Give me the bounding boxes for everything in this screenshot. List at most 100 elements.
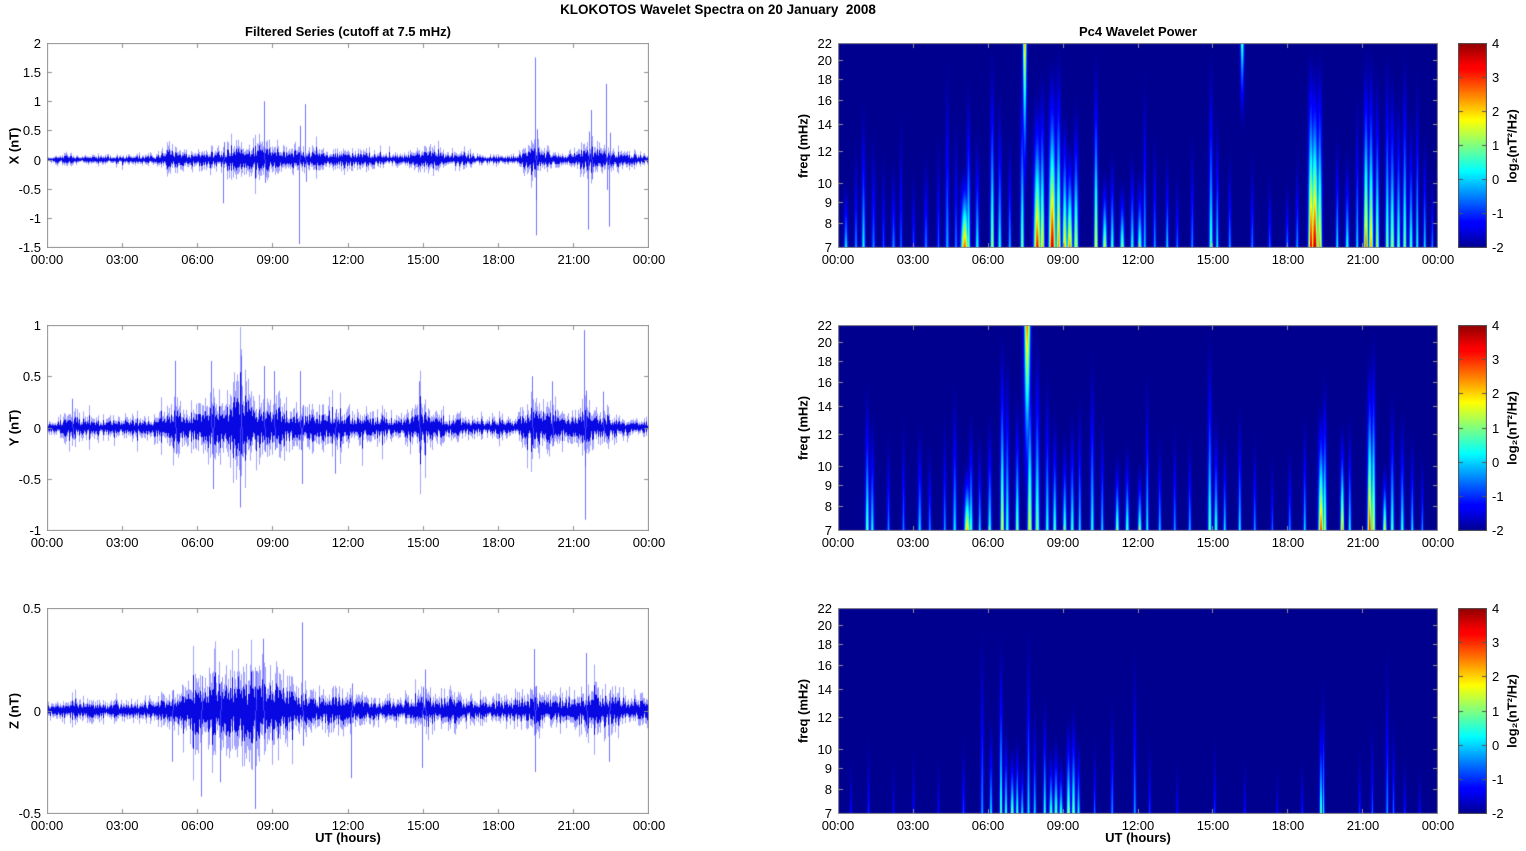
y-tick-label: 0.5: [22, 601, 41, 616]
colorbar-tick-label: 1: [1492, 703, 1500, 719]
freq-tick-label: 20: [817, 335, 832, 351]
series-yaxis-label: Z (nT): [6, 692, 22, 730]
x-series-plot: [47, 43, 649, 248]
x-tick-label: 06:00: [971, 535, 1005, 550]
x-tick-label: 06:00: [181, 818, 214, 833]
freq-tick-label: 18: [817, 71, 832, 87]
freq-tick-label: 22: [817, 318, 832, 333]
x-tick-label: 15:00: [406, 818, 440, 833]
x-tick-label: 12:00: [1121, 535, 1155, 550]
x-tick-label: 18:00: [1271, 818, 1305, 833]
x-tick-label: 09:00: [1046, 818, 1080, 833]
x-tick-label: 06:00: [971, 818, 1005, 833]
colorbar-tick-label: 0: [1492, 454, 1500, 470]
x-tick-label: 15:00: [1196, 535, 1230, 550]
colorbar-middle: [1458, 325, 1487, 531]
freq-tick-label: 16: [817, 375, 832, 390]
x-wavelet-spectrogram: [838, 43, 1438, 248]
x-tick-label: 12:00: [331, 535, 365, 550]
freq-tick-label: 14: [817, 398, 832, 414]
colorbar-tick-label: 3: [1492, 635, 1500, 651]
x-tick-label: 06:00: [181, 535, 214, 550]
y-wavelet-spectrogram: [838, 325, 1438, 531]
y-tick-label: 0.5: [22, 123, 41, 139]
colorbar-label: log₂(nT²/Hz): [1504, 108, 1520, 183]
right-xaxis-label: UT (hours): [1105, 830, 1171, 845]
x-tick-label: 03:00: [105, 535, 139, 550]
colorbar-tick-label: 1: [1492, 138, 1500, 153]
x-tick-label: 18:00: [1271, 535, 1305, 550]
x-tick-label: 18:00: [1271, 252, 1305, 267]
freq-tick-label: 10: [817, 742, 832, 758]
freq-tick-label: 10: [817, 176, 832, 192]
x-tick-label: 03:00: [105, 252, 139, 267]
colorbar-tick-label: 0: [1492, 737, 1500, 753]
y-tick-label: -1: [29, 523, 41, 538]
y-tick-label: -0.5: [18, 806, 41, 821]
left-xaxis-label: UT (hours): [315, 830, 381, 845]
y-tick-label: -0.5: [18, 181, 41, 197]
x-tick-label: 09:00: [256, 535, 290, 550]
x-tick-label: 15:00: [1196, 818, 1230, 833]
freq-tick-label: 20: [817, 52, 832, 68]
freq-tick-label: 9: [824, 761, 832, 776]
x-tick-label: 12:00: [1121, 252, 1155, 267]
colorbar-tick-label: -1: [1492, 206, 1504, 221]
y-tick-label: 0: [33, 152, 41, 168]
x-tick-label: 03:00: [896, 252, 930, 267]
colorbar-tick-label: 3: [1492, 70, 1500, 85]
freq-tick-label: 7: [824, 240, 832, 255]
freq-tick-label: 22: [817, 36, 832, 51]
x-tick-label: 00:00: [30, 535, 64, 550]
colorbar-top: [1458, 43, 1487, 248]
y-tick-label: -0.5: [18, 471, 41, 487]
x-tick-label: 18:00: [482, 252, 515, 267]
x-tick-label: 00:00: [821, 818, 855, 833]
x-tick-label: 03:00: [896, 818, 930, 833]
freq-tick-label: 22: [817, 601, 832, 616]
z-series-plot: [47, 608, 649, 814]
x-tick-label: 12:00: [331, 818, 365, 833]
freq-tick-label: 14: [817, 116, 832, 132]
x-tick-label: 09:00: [1046, 535, 1080, 550]
colorbar-label: log₂(nT²/Hz): [1504, 391, 1520, 465]
series-yaxis-label: X (nT): [6, 127, 22, 164]
colorbar-tick-label: 3: [1492, 352, 1500, 368]
x-tick-label: 00:00: [821, 535, 855, 550]
x-tick-label: 06:00: [181, 252, 214, 267]
freq-tick-label: 18: [817, 353, 832, 369]
series-yaxis-label: Y (nT): [6, 409, 22, 447]
freq-tick-label: 10: [817, 459, 832, 475]
freq-tick-label: 12: [817, 143, 832, 159]
colorbar-tick-label: 2: [1492, 104, 1500, 119]
colorbar-tick-label: 0: [1492, 172, 1500, 187]
x-tick-label: 09:00: [256, 818, 290, 833]
freq-tick-label: 18: [817, 636, 832, 652]
freq-tick-label: 7: [824, 806, 832, 821]
freq-tick-label: 12: [817, 426, 832, 442]
colorbar-tick-label: 4: [1492, 318, 1500, 333]
y-tick-label: 1.5: [22, 65, 41, 81]
x-tick-label: 09:00: [256, 252, 290, 267]
y-tick-label: 1: [33, 94, 41, 110]
x-tick-label: 00:00: [632, 535, 666, 550]
y-tick-label: 1: [33, 318, 41, 333]
freq-tick-label: 8: [824, 216, 832, 232]
freq-tick-label: 12: [817, 709, 832, 725]
x-tick-label: 12:00: [1121, 818, 1155, 833]
colorbar-tick-label: 1: [1492, 420, 1500, 436]
right-column-title: Pc4 Wavelet Power: [1078, 24, 1197, 39]
colorbar-tick-label: -2: [1492, 523, 1504, 538]
y-series-plot: [47, 325, 649, 531]
y-tick-label: 2: [33, 36, 41, 51]
colorbar-tick-label: 4: [1492, 36, 1500, 51]
x-tick-label: 18:00: [482, 818, 515, 833]
x-tick-label: 21:00: [557, 252, 591, 267]
colorbar-tick-label: 4: [1492, 601, 1500, 616]
x-tick-label: 00:00: [1421, 818, 1455, 833]
freq-tick-label: 20: [817, 618, 832, 634]
x-tick-label: 00:00: [30, 252, 64, 267]
colorbar-tick-label: -2: [1492, 806, 1504, 821]
colorbar-label: log₂(nT²/Hz): [1504, 674, 1520, 748]
freq-tick-label: 14: [817, 681, 832, 697]
